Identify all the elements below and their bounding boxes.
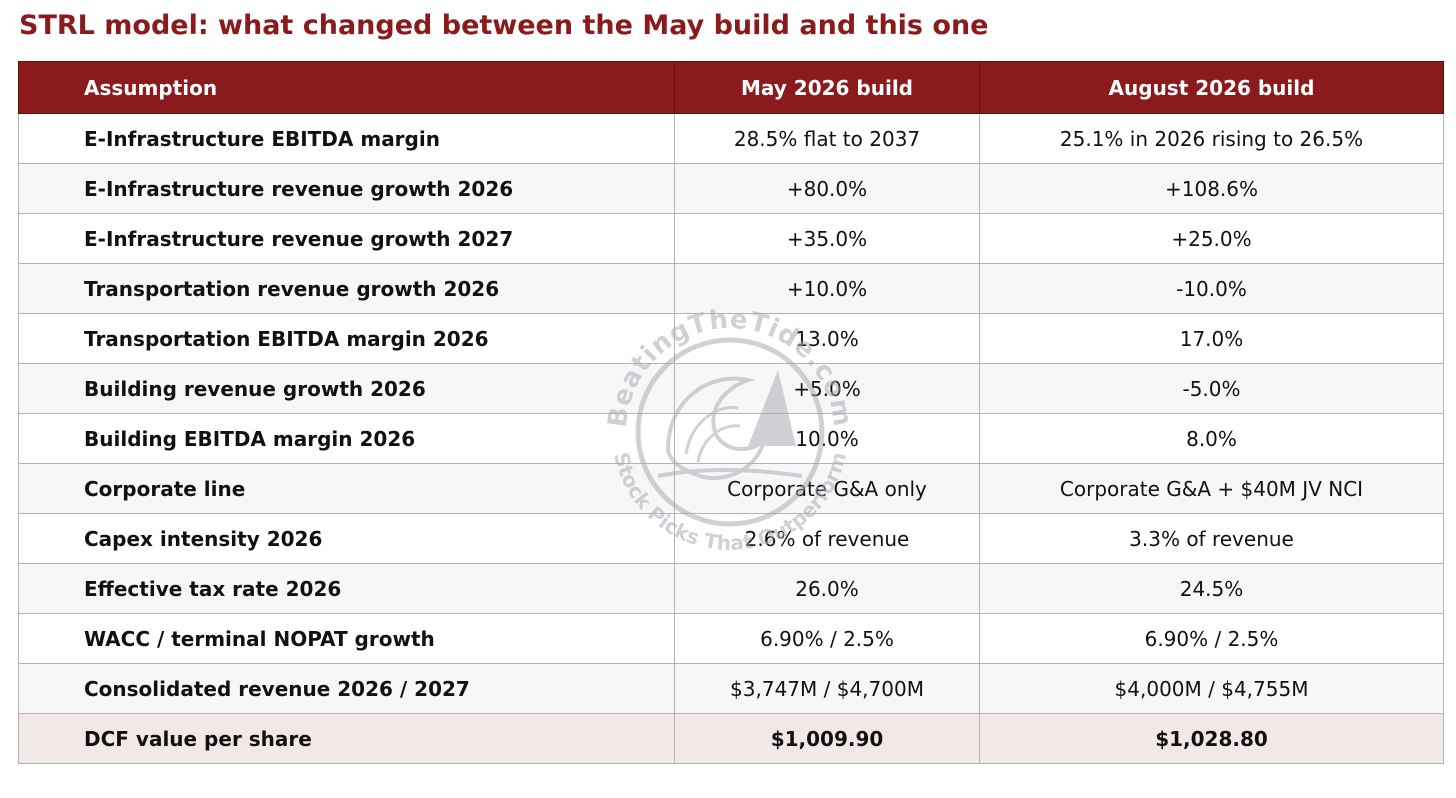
- row-may-value: $1,009.90: [674, 713, 980, 764]
- row-may-value: +80.0%: [674, 163, 980, 214]
- table-row: Transportation EBITDA margin 2026 13.0% …: [18, 313, 1444, 364]
- row-assumption: Effective tax rate 2026: [18, 563, 675, 614]
- row-august-value: Corporate G&A + $40M JV NCI: [979, 463, 1444, 514]
- row-august-value: 8.0%: [979, 413, 1444, 464]
- row-assumption: Transportation revenue growth 2026: [18, 263, 675, 314]
- row-assumption: Building EBITDA margin 2026: [18, 413, 675, 464]
- row-may-value: Corporate G&A only: [674, 463, 980, 514]
- row-august-value: 25.1% in 2026 rising to 26.5%: [979, 113, 1444, 164]
- row-assumption: E-Infrastructure revenue growth 2027: [18, 213, 675, 264]
- row-august-value: -10.0%: [979, 263, 1444, 314]
- table-row: WACC / terminal NOPAT growth 6.90% / 2.5…: [18, 613, 1444, 664]
- table-row: E-Infrastructure revenue growth 2027 +35…: [18, 213, 1444, 264]
- row-may-value: +10.0%: [674, 263, 980, 314]
- row-august-value: 3.3% of revenue: [979, 513, 1444, 564]
- row-august-value: $4,000M / $4,755M: [979, 663, 1444, 714]
- row-assumption: Building revenue growth 2026: [18, 363, 675, 414]
- row-assumption: Transportation EBITDA margin 2026: [18, 313, 675, 364]
- header-may-build: May 2026 build: [674, 61, 980, 114]
- row-may-value: +5.0%: [674, 363, 980, 414]
- row-may-value: 26.0%: [674, 563, 980, 614]
- table-row: E-Infrastructure revenue growth 2026 +80…: [18, 163, 1444, 214]
- table-row: Capex intensity 2026 2.6% of revenue 3.3…: [18, 513, 1444, 564]
- row-may-value: 10.0%: [674, 413, 980, 464]
- header-august-build: August 2026 build: [979, 61, 1444, 114]
- table-row: Effective tax rate 2026 26.0% 24.5%: [18, 563, 1444, 614]
- row-august-value: -5.0%: [979, 363, 1444, 414]
- row-assumption: Capex intensity 2026: [18, 513, 675, 564]
- header-assumption: Assumption: [18, 61, 675, 114]
- row-may-value: 13.0%: [674, 313, 980, 364]
- row-assumption: Corporate line: [18, 463, 675, 514]
- row-august-value: +25.0%: [979, 213, 1444, 264]
- row-may-value: 2.6% of revenue: [674, 513, 980, 564]
- comparison-table: Assumption May 2026 build August 2026 bu…: [18, 61, 1444, 764]
- row-may-value: 6.90% / 2.5%: [674, 613, 980, 664]
- table-row: Transportation revenue growth 2026 +10.0…: [18, 263, 1444, 314]
- total-row: DCF value per share $1,009.90 $1,028.80: [18, 713, 1444, 764]
- row-may-value: $3,747M / $4,700M: [674, 663, 980, 714]
- table-row: Corporate line Corporate G&A only Corpor…: [18, 463, 1444, 514]
- table-header-row: Assumption May 2026 build August 2026 bu…: [18, 61, 1444, 114]
- row-assumption: DCF value per share: [18, 713, 675, 764]
- row-august-value: 6.90% / 2.5%: [979, 613, 1444, 664]
- row-august-value: +108.6%: [979, 163, 1444, 214]
- row-may-value: +35.0%: [674, 213, 980, 264]
- table-row: Consolidated revenue 2026 / 2027 $3,747M…: [18, 663, 1444, 714]
- row-assumption: WACC / terminal NOPAT growth: [18, 613, 675, 664]
- row-august-value: 17.0%: [979, 313, 1444, 364]
- row-august-value: $1,028.80: [979, 713, 1444, 764]
- row-assumption: E-Infrastructure revenue growth 2026: [18, 163, 675, 214]
- row-august-value: 24.5%: [979, 563, 1444, 614]
- row-may-value: 28.5% flat to 2037: [674, 113, 980, 164]
- table-row: Building EBITDA margin 2026 10.0% 8.0%: [18, 413, 1444, 464]
- table-row: E-Infrastructure EBITDA margin 28.5% fla…: [18, 113, 1444, 164]
- row-assumption: Consolidated revenue 2026 / 2027: [18, 663, 675, 714]
- row-assumption: E-Infrastructure EBITDA margin: [18, 113, 675, 164]
- table-row: Building revenue growth 2026 +5.0% -5.0%: [18, 363, 1444, 414]
- page-title: STRL model: what changed between the May…: [19, 10, 989, 41]
